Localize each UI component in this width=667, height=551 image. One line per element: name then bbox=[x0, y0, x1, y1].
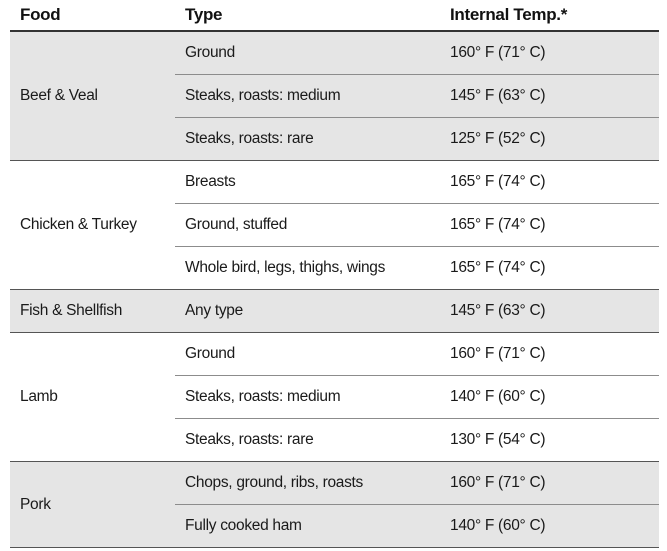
food-group-pork: Pork Chops, ground, ribs, roasts 160° F … bbox=[10, 461, 659, 548]
table-row: Pork Chops, ground, ribs, roasts 160° F … bbox=[10, 461, 659, 548]
type-cell: Steaks, roasts: medium bbox=[175, 375, 440, 419]
temp-cell: 125° F (52° C) bbox=[440, 117, 659, 161]
table-row: Fully cooked ham 140° F (60° C) bbox=[10, 504, 659, 548]
food-group-beef-veal: Beef & Veal Ground 160° F (71° C) Steaks… bbox=[10, 31, 659, 161]
header-row: Food Type Internal Temp.* bbox=[10, 0, 659, 32]
temperature-table: Food Type Internal Temp.* Beef & Veal Gr… bbox=[10, 0, 659, 548]
header-type: Type bbox=[175, 0, 440, 32]
food-cell: Pork bbox=[10, 461, 175, 548]
table-row: Steaks, roasts: medium 145° F (63° C) bbox=[10, 74, 659, 118]
food-cell: Fish & Shellfish bbox=[10, 289, 175, 333]
type-cell: Whole bird, legs, thighs, wings bbox=[175, 246, 440, 290]
food-group-chicken-turkey: Chicken & Turkey Breasts 165° F (74° C) … bbox=[10, 160, 659, 290]
temp-cell: 160° F (71° C) bbox=[440, 332, 659, 376]
table-row: Lamb Ground 160° F (71° C) bbox=[10, 332, 659, 462]
food-cell: Lamb bbox=[10, 332, 175, 462]
table-header: Food Type Internal Temp.* bbox=[10, 0, 659, 32]
type-cell: Breasts bbox=[175, 160, 440, 204]
table-row: Chicken & Turkey Breasts 165° F (74° C) bbox=[10, 160, 659, 290]
temp-cell: 160° F (71° C) bbox=[440, 31, 659, 75]
table-row: Whole bird, legs, thighs, wings 165° F (… bbox=[10, 246, 659, 290]
type-cell: Steaks, roasts: rare bbox=[175, 117, 440, 161]
type-cell: Steaks, roasts: rare bbox=[175, 418, 440, 462]
temp-cell: 145° F (63° C) bbox=[440, 289, 659, 333]
type-cell: Fully cooked ham bbox=[175, 504, 440, 548]
food-cell: Beef & Veal bbox=[10, 31, 175, 161]
table-row: Steaks, roasts: rare 125° F (52° C) bbox=[10, 117, 659, 161]
type-cell: Ground bbox=[175, 332, 440, 376]
temp-cell: 165° F (74° C) bbox=[440, 160, 659, 204]
temp-cell: 140° F (60° C) bbox=[440, 375, 659, 419]
table-row: Steaks, roasts: medium 140° F (60° C) bbox=[10, 375, 659, 419]
temp-cell: 130° F (54° C) bbox=[440, 418, 659, 462]
temp-cell: 145° F (63° C) bbox=[440, 74, 659, 118]
type-cell: Any type bbox=[175, 289, 440, 333]
header-food: Food bbox=[10, 0, 175, 32]
food-group-lamb: Lamb Ground 160° F (71° C) Steaks, roast… bbox=[10, 332, 659, 462]
food-group-fish-shellfish: Fish & Shellfish Any type 145° F (63° C) bbox=[10, 289, 659, 333]
type-cell: Steaks, roasts: medium bbox=[175, 74, 440, 118]
food-cell: Chicken & Turkey bbox=[10, 160, 175, 290]
type-cell: Chops, ground, ribs, roasts bbox=[175, 461, 440, 505]
header-temp: Internal Temp.* bbox=[440, 0, 659, 32]
temp-cell: 160° F (71° C) bbox=[440, 461, 659, 505]
table-row: Steaks, roasts: rare 130° F (54° C) bbox=[10, 418, 659, 462]
type-cell: Ground bbox=[175, 31, 440, 75]
table-row: Ground, stuffed 165° F (74° C) bbox=[10, 203, 659, 247]
table-row: Beef & Veal Ground 160° F (71° C) bbox=[10, 31, 659, 161]
type-cell: Ground, stuffed bbox=[175, 203, 440, 247]
temp-cell: 140° F (60° C) bbox=[440, 504, 659, 548]
temp-cell: 165° F (74° C) bbox=[440, 203, 659, 247]
temp-cell: 165° F (74° C) bbox=[440, 246, 659, 290]
table-row: Fish & Shellfish Any type 145° F (63° C) bbox=[10, 289, 659, 333]
